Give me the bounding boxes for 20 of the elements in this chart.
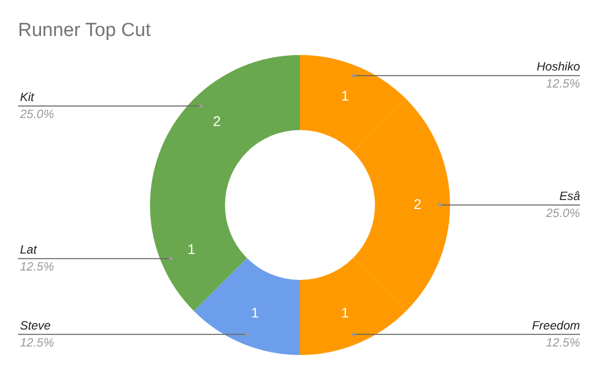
donut-slice [194,258,300,355]
data-label: 1 [251,304,260,321]
slice-label: Hoshiko [536,60,580,74]
slice-label: Kit [20,90,35,104]
data-label: 2 [213,112,222,129]
slice-label: Freedom [532,318,580,332]
text: 12.5% [546,76,580,91]
data-label: 2 [414,196,422,212]
text: 12.5% [546,335,580,350]
data-label: 1 [188,240,196,257]
text: 25.0% [544,206,580,220]
text: 12.5% [20,335,54,350]
data-label: 1 [341,304,350,321]
slice-label: Esâ [559,189,580,203]
slice-label: Lat [20,242,38,257]
slice-label: Steve [20,318,52,332]
data-label: 1 [341,87,350,104]
text: 12.5% [20,260,54,274]
text: 25.0% [19,107,54,122]
chart-title: Runner Top Cut [18,20,152,41]
